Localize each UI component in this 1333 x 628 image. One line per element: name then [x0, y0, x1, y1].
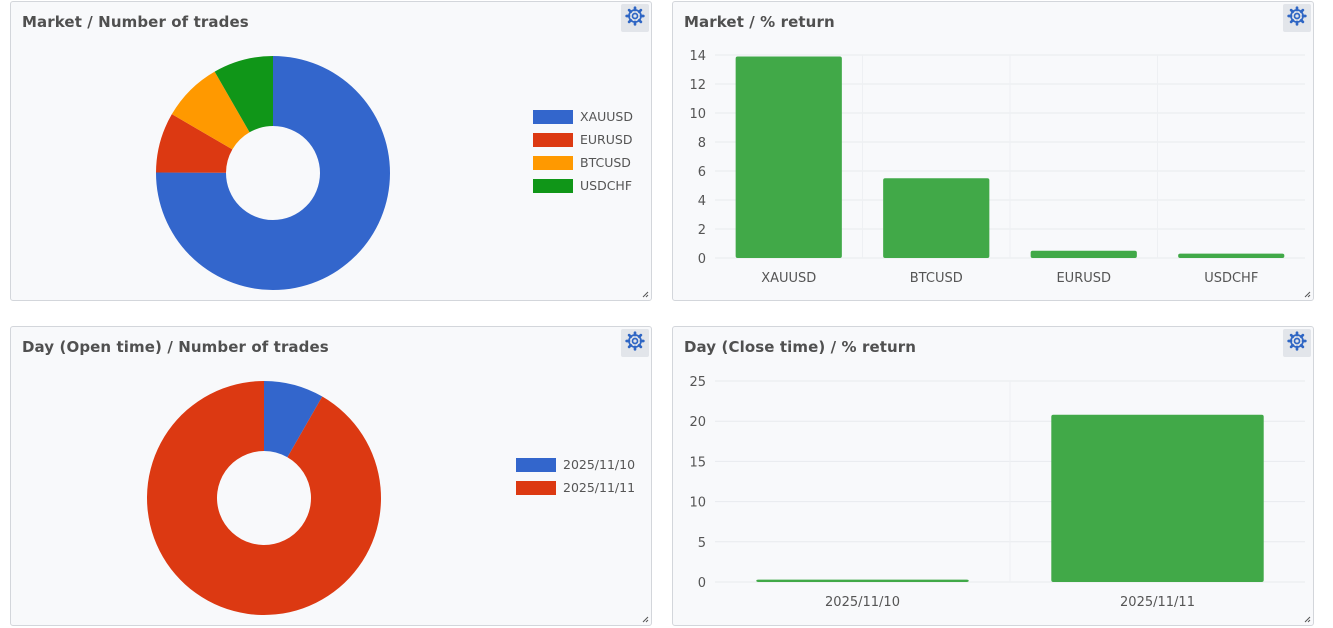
- settings-button[interactable]: [621, 329, 649, 357]
- panel-day-open-trades: Day (Open time) / Number of trades 2025/…: [10, 326, 652, 626]
- x-tick-label: 2025/11/11: [1120, 595, 1195, 610]
- y-tick-label: 25: [689, 375, 706, 390]
- x-tick-label: XAUUSD: [761, 271, 816, 286]
- chart-legend: 2025/11/10 2025/11/11: [516, 453, 635, 499]
- y-tick-label: 0: [698, 252, 706, 267]
- pie-slice-xauusd[interactable]: [156, 56, 390, 290]
- legend-label: EURUSD: [580, 132, 633, 147]
- legend-swatch: [533, 109, 573, 124]
- chart-legend: XAUUSD EURUSD BTCUSD USDCHF: [533, 105, 633, 197]
- pie-slice-btcusd[interactable]: [171, 71, 250, 150]
- bar-chart: 0 2 4 6 8 10 12 14 XAUUSD BTCUSD EURUSD USDCHF: [689, 49, 1305, 286]
- legend-swatch: [516, 457, 556, 472]
- panel-title: Day (Open time) / Number of trades: [22, 338, 329, 356]
- gear-icon: [625, 330, 645, 356]
- x-tick-label: EURUSD: [1056, 271, 1111, 286]
- legend-label: 2025/11/10: [563, 457, 636, 472]
- x-tick-label: USDCHF: [1204, 271, 1258, 286]
- legend-swatch: [516, 480, 556, 495]
- y-tick-label: 10: [689, 107, 706, 122]
- panel-title: Market / % return: [684, 13, 835, 31]
- legend-label: 2025/11/11: [563, 480, 636, 495]
- resize-handle[interactable]: [1303, 290, 1311, 298]
- panel-market-trades: Market / Number of trades XAUUSD EURUSD BT…: [10, 1, 652, 301]
- y-tick-label: 2: [698, 223, 706, 238]
- panel-title: Day (Close time) / % return: [684, 338, 917, 356]
- x-tick-label: 2025/11/10: [825, 595, 900, 610]
- settings-button[interactable]: [1283, 329, 1311, 357]
- legend-label: BTCUSD: [580, 155, 631, 170]
- pie-slice-2025-11-11[interactable]: [147, 381, 381, 615]
- pie-slice-2025-11-10[interactable]: [264, 381, 323, 458]
- pie-slice-usdchf[interactable]: [214, 56, 273, 133]
- legend-label: USDCHF: [580, 178, 633, 193]
- y-tick-label: 6: [698, 165, 706, 180]
- legend-item[interactable]: USDCHF: [533, 174, 633, 197]
- y-tick-label: 14: [689, 49, 706, 64]
- resize-handle[interactable]: [1303, 615, 1311, 623]
- legend-label: XAUUSD: [580, 109, 633, 124]
- legend-item[interactable]: BTCUSD: [533, 151, 633, 174]
- y-tick-label: 12: [689, 78, 706, 93]
- bar-2025-11-10[interactable]: [756, 579, 969, 582]
- resize-handle[interactable]: [641, 615, 649, 623]
- bar-2025-11-11[interactable]: [1051, 414, 1264, 582]
- x-tick-label: BTCUSD: [910, 271, 963, 286]
- bar-chart: 0 5 10 15 20 25 2025/11/10 2025/11/11: [689, 375, 1305, 610]
- donut-chart: [147, 381, 381, 615]
- donut-chart: [156, 56, 390, 290]
- y-tick-label: 15: [689, 455, 706, 470]
- gear-icon: [1287, 330, 1307, 356]
- y-tick-label: 4: [698, 194, 706, 209]
- y-tick-label: 20: [689, 415, 706, 430]
- panel-market-return: Market / % return 0 2 4 6 8 10 12 14 XAUUSD BTCUS…: [672, 1, 1314, 301]
- settings-button[interactable]: [1283, 4, 1311, 32]
- settings-button[interactable]: [621, 4, 649, 32]
- panel-day-close-return: Day (Close time) / % return 0 5 10 15 20 25 20…: [672, 326, 1314, 626]
- bar-xauusd[interactable]: [735, 56, 842, 259]
- legend-item[interactable]: 2025/11/11: [516, 476, 635, 499]
- legend-swatch: [533, 155, 573, 170]
- legend-item[interactable]: 2025/11/10: [516, 453, 635, 476]
- gear-icon: [625, 5, 645, 31]
- bar-btcusd[interactable]: [883, 178, 990, 258]
- bar-eurusd[interactable]: [1030, 250, 1137, 258]
- gear-icon: [1287, 5, 1307, 31]
- y-tick-label: 5: [698, 536, 706, 551]
- legend-item[interactable]: EURUSD: [533, 128, 633, 151]
- y-tick-label: 8: [698, 136, 706, 151]
- y-tick-label: 10: [689, 496, 706, 511]
- panel-title: Market / Number of trades: [22, 13, 249, 31]
- pie-slice-eurusd[interactable]: [156, 114, 233, 173]
- legend-item[interactable]: XAUUSD: [533, 105, 633, 128]
- legend-swatch: [533, 132, 573, 147]
- resize-handle[interactable]: [641, 290, 649, 298]
- bar-usdchf[interactable]: [1178, 253, 1285, 258]
- legend-swatch: [533, 178, 573, 193]
- y-tick-label: 0: [698, 576, 706, 591]
